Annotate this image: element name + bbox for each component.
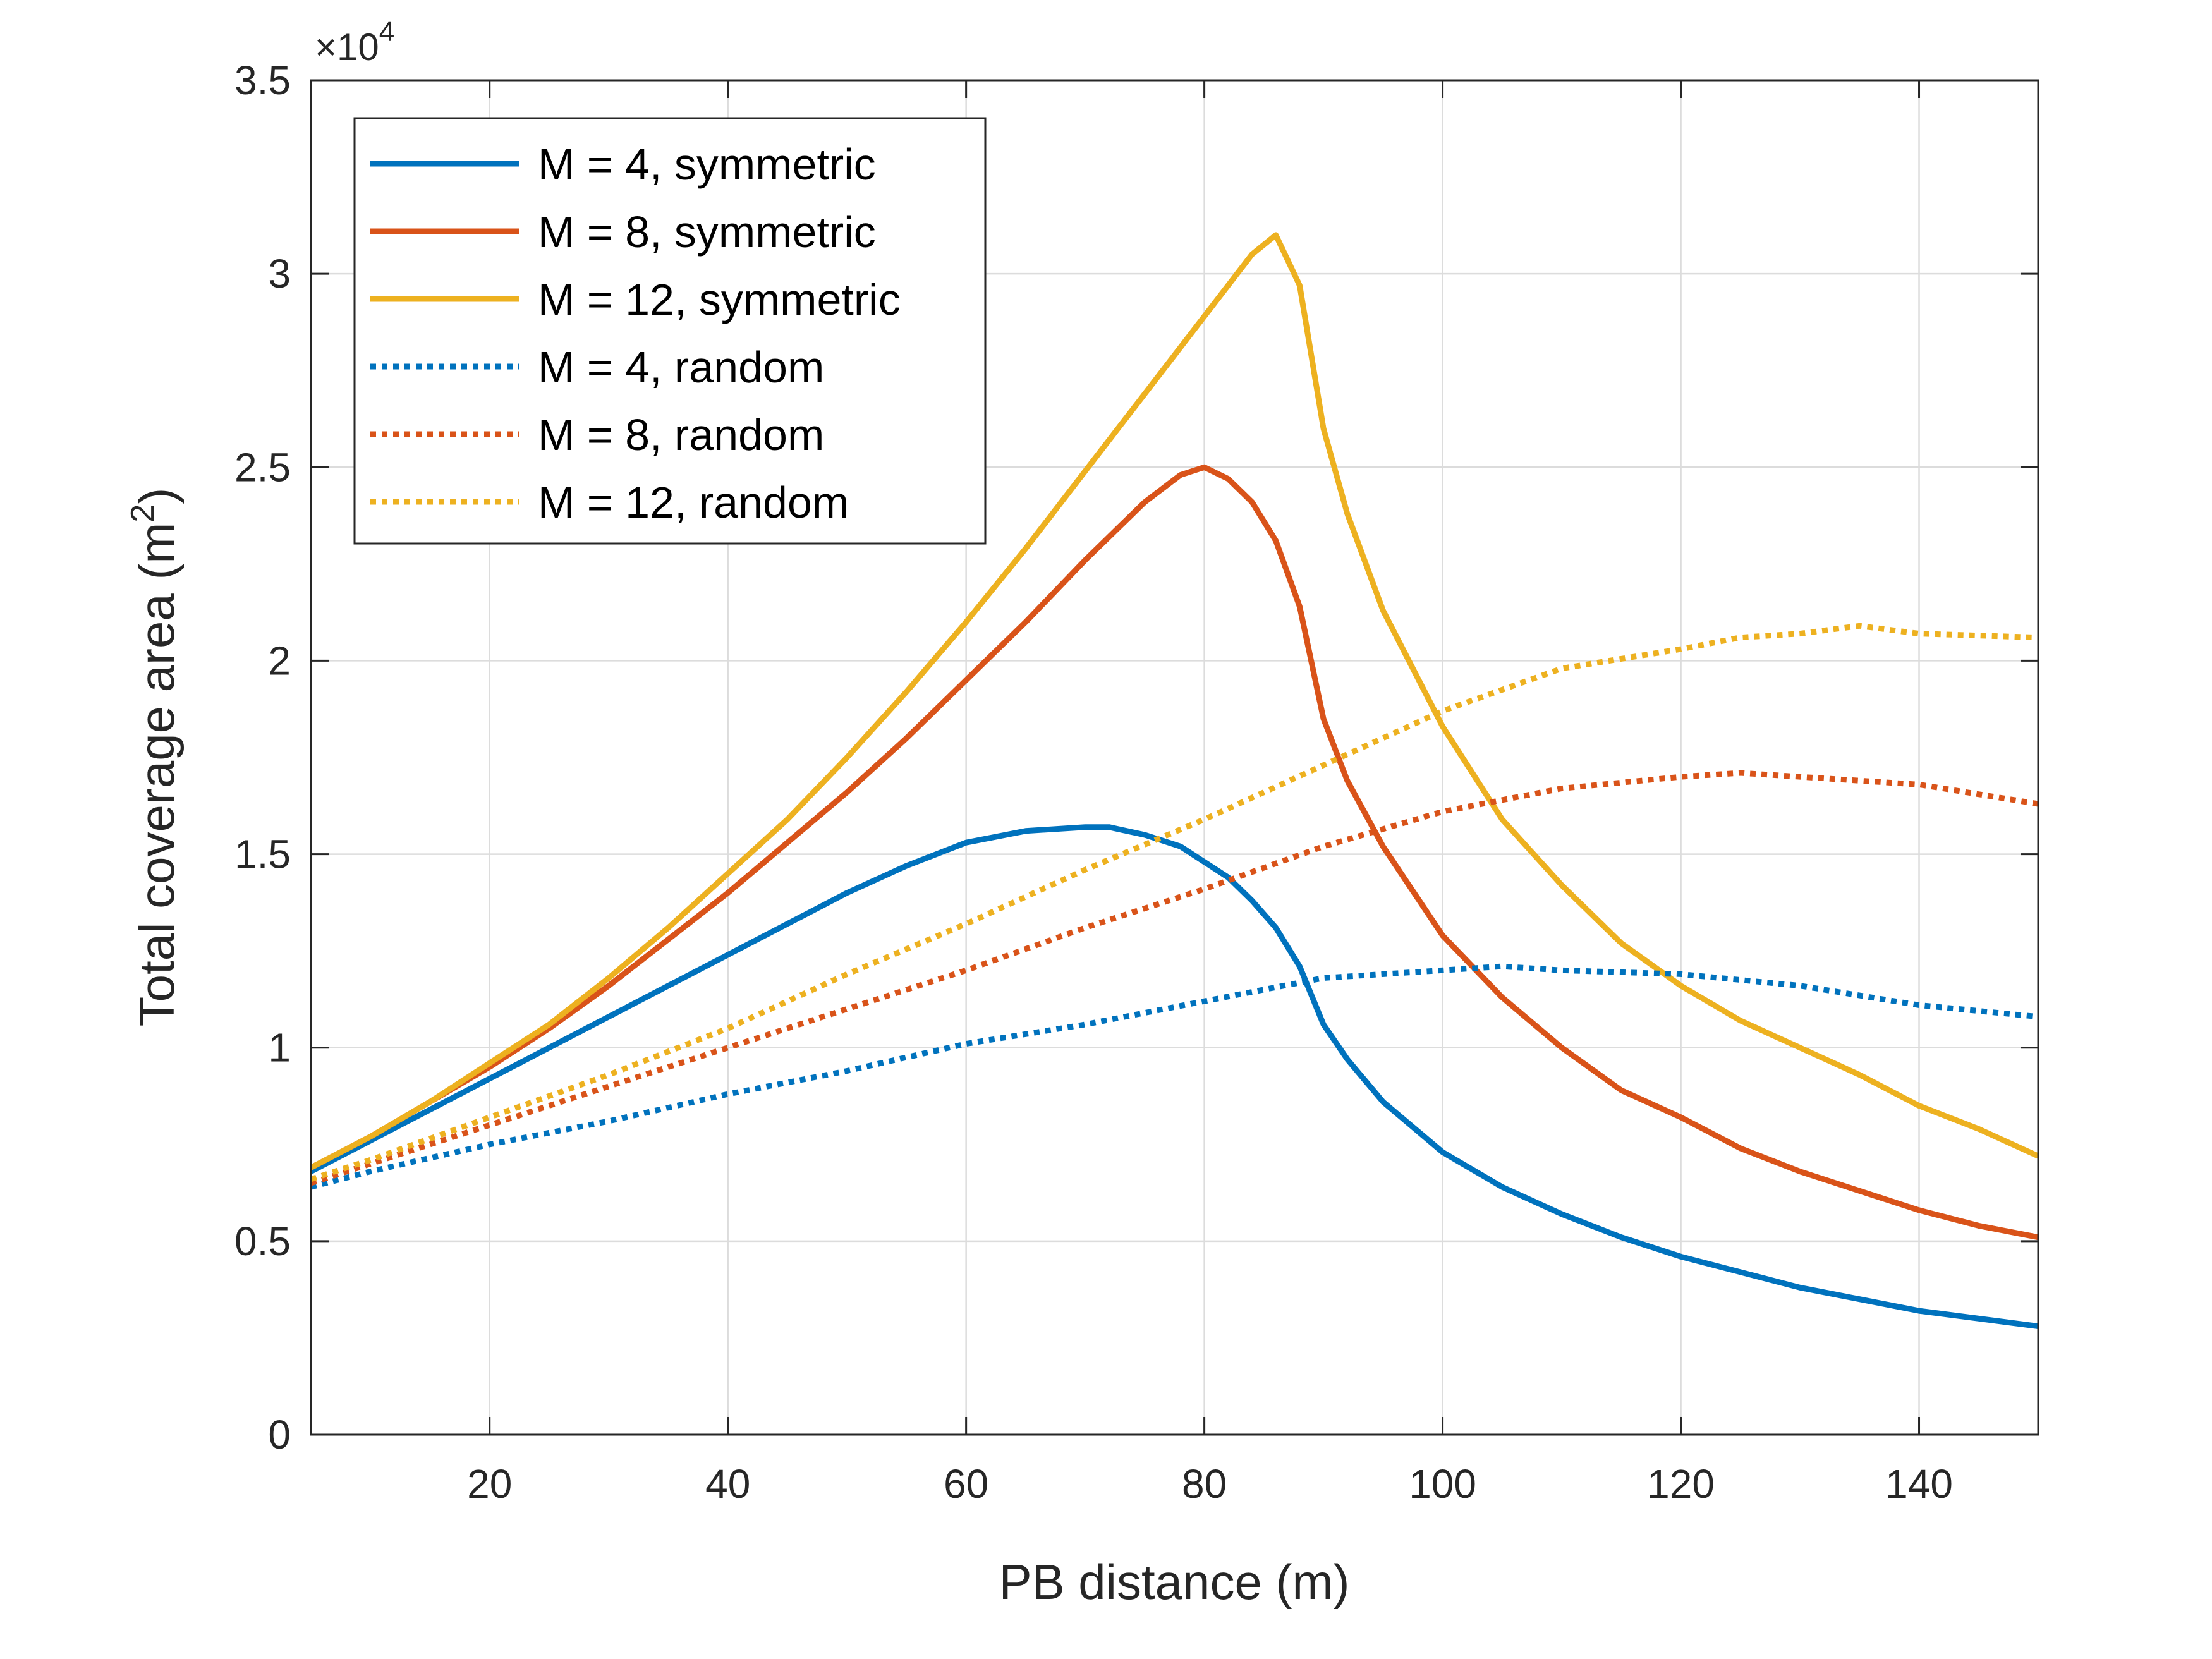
legend-box	[353, 117, 987, 545]
axes-frame	[310, 79, 2039, 1436]
series-line-2	[309, 464, 2039, 1241]
x-tick-label: 20	[467, 1461, 512, 1507]
y-axis-multiplier: ×104	[315, 16, 394, 68]
tick-labels: 20 40 60 80 100 120 140 0 0.5 1 1.5 2 2.5 3 3.5	[234, 58, 1953, 1507]
x-axis-title: PB distance (m)	[999, 1554, 1350, 1610]
legend-label-2: M = 8, symmetric	[538, 207, 876, 257]
x-tick-label: 80	[1182, 1461, 1227, 1507]
y-tick-label: 0	[268, 1412, 291, 1457]
x-tick-label: 60	[944, 1461, 988, 1507]
series-line-3	[309, 232, 2039, 1170]
legend-label-4: M = 4, random	[538, 343, 824, 392]
x-tick-label: 140	[1885, 1461, 1953, 1507]
x-tick-label: 100	[1409, 1461, 1476, 1507]
legend-label-6: M = 12, random	[538, 478, 849, 527]
y-axis-title: Total coverage area (m2)	[125, 488, 185, 1027]
y-tick-label: 1	[268, 1025, 291, 1071]
series-line-1	[309, 824, 2039, 1330]
legend-label-5: M = 8, random	[538, 410, 824, 459]
legend: M = 4, symmetric M = 8, symmetric M = 12, …	[353, 117, 987, 545]
x-tick-label: 120	[1647, 1461, 1715, 1507]
series-line-4	[310, 963, 2039, 1190]
series-group	[309, 232, 2039, 1330]
axes-box	[310, 79, 2039, 1436]
legend-label-3: M = 12, symmetric	[538, 275, 901, 324]
legend-label-1: M = 4, symmetric	[538, 140, 876, 189]
y-tick-label: 3.5	[234, 58, 291, 103]
y-tick-label: 3	[268, 251, 291, 296]
y-tick-label: 0.5	[234, 1218, 291, 1264]
y-tick-label: 1.5	[234, 832, 291, 877]
y-tick-label: 2	[268, 638, 291, 683]
series-line-6	[310, 623, 2039, 1182]
x-tick-label: 40	[705, 1461, 750, 1507]
y-tick-label: 2.5	[234, 444, 291, 490]
